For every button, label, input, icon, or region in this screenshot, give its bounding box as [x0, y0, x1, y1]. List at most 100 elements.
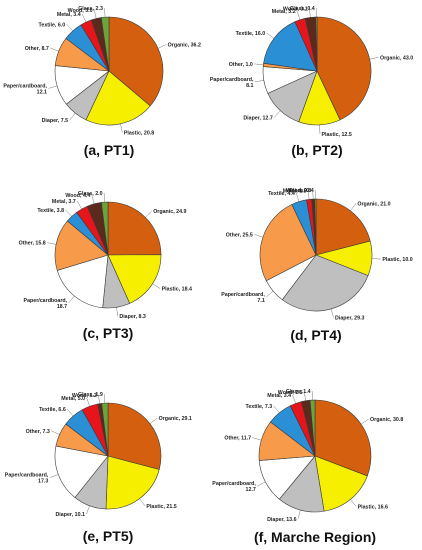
leader-line: [152, 283, 161, 289]
data-label-textile: Textile, 4.4: [268, 191, 295, 197]
pie-chart-5: Organic, 29.1 Plastic, 21.5 Diaper, 10.1 Pa…: [5, 392, 192, 544]
chart-caption: (a, PT1): [84, 142, 135, 158]
data-label-paper-cardboard: Paper/cardboard, 17.3: [5, 473, 49, 485]
data-label-metal: Metal, 3.4: [57, 12, 81, 18]
slice-paper-cardboard: [54, 445, 109, 498]
data-label-other: Other, 25.5: [226, 232, 253, 238]
chart-caption: (d, PT4): [290, 327, 341, 343]
leader-line: [65, 209, 72, 217]
data-label-wood: Wood, 3.0: [68, 8, 93, 14]
slice-plastic: [105, 455, 160, 510]
leader-line: [68, 295, 75, 304]
data-label-paper-cardboard: Paper/cardboard, 18.7: [24, 298, 68, 310]
leader-line: [274, 110, 281, 118]
data-label-other: Other, 8.7: [25, 46, 49, 52]
slice-glass: [309, 399, 316, 457]
leader-line: [86, 505, 90, 515]
data-label-other: Other, 11.7: [224, 436, 251, 442]
slice-other: [54, 220, 109, 271]
data-label-glass: Glass, 2.0: [78, 191, 103, 197]
data-label-glass: Glass, 0.4: [290, 6, 315, 12]
leader-line: [103, 193, 105, 203]
leader-line: [292, 394, 296, 404]
data-label-metal: Metal, 3.4: [267, 393, 291, 399]
data-label-organic: Organic, 29.1: [159, 416, 192, 422]
data-label-glass: Glass, 2.3: [78, 6, 103, 12]
data-label-organic: Organic, 43.0: [380, 55, 413, 61]
slice-textile: [263, 21, 318, 72]
leader-line: [266, 290, 274, 298]
leader-line: [116, 307, 119, 317]
data-label-diaper: Diaper, 13.6: [267, 517, 296, 523]
leader-line: [157, 44, 167, 49]
data-label-plastic: Plastic, 12.5: [321, 132, 351, 138]
leader-line: [254, 234, 263, 238]
data-label-wood: Wood, 4.4: [65, 193, 90, 199]
leader-line: [120, 123, 123, 133]
leader-line: [50, 47, 59, 52]
leader-line: [350, 203, 356, 211]
data-label-wood: Wood, 3.1: [283, 6, 308, 12]
slice-plastic: [85, 70, 151, 126]
data-label-wood: Wood, 1.2: [72, 393, 97, 399]
leader-line: [330, 308, 334, 318]
leader-line: [361, 418, 369, 425]
data-label-textile: Textile, 6.6: [39, 407, 66, 413]
leader-line: [93, 9, 97, 19]
data-label-organic: Organic, 36.2: [168, 43, 201, 49]
data-label-diaper: Diaper, 8.3: [119, 314, 146, 320]
leader-line: [149, 417, 158, 424]
leader-line: [145, 210, 152, 218]
chart-caption: (c, PT3): [83, 325, 134, 341]
data-label-paper-cardboard: Paper/cardboard, 8.1: [210, 77, 254, 89]
data-label-wood: Wood, 2.5: [278, 390, 303, 396]
leader-line: [266, 32, 275, 39]
leader-line: [48, 85, 58, 89]
data-label-plastic: Plastic, 10.0: [382, 257, 412, 263]
data-label-diaper: Diaper, 12.7: [243, 115, 272, 121]
data-label-metal: Metal, 3.2: [272, 9, 296, 15]
slice-paper-cardboard: [56, 254, 109, 309]
leader-line: [104, 394, 106, 404]
pie-chart-2: Organic, 43.0 Plastic, 12.5 Diaper, 12.7 Pa…: [210, 6, 413, 158]
data-label-diaper: Diaper, 10.1: [55, 512, 84, 518]
data-label-textile: Textile, 6.0: [39, 22, 66, 28]
leader-line: [252, 437, 262, 441]
leader-line: [369, 57, 379, 60]
chart-caption: (b, PT2): [291, 142, 342, 158]
data-label-glass: Glass, 1.4: [286, 389, 311, 395]
leader-line: [254, 80, 264, 83]
leader-line: [86, 397, 90, 407]
leader-line: [296, 11, 301, 20]
slice-diaper: [281, 254, 369, 312]
data-label-paper-cardboard: Paper/cardboard, 12.7: [212, 481, 256, 493]
data-label-other: Other, 7.3: [26, 429, 50, 435]
leader-line: [91, 195, 95, 204]
data-label-glass: Glass, 1.9: [78, 392, 103, 398]
data-label-textile: Textile, 16.0: [236, 31, 266, 37]
data-label-glass: Glass, 0.4: [289, 188, 314, 194]
leader-line: [273, 405, 280, 413]
data-label-organic: Organic, 21.0: [357, 202, 390, 208]
chart-caption: (f, Marche Region): [254, 529, 376, 545]
leader-line: [104, 8, 106, 18]
leader-line: [296, 192, 300, 202]
leader-line: [371, 258, 381, 260]
data-label-metal: Metal, 3.7: [52, 199, 76, 205]
slice-glass: [315, 16, 318, 72]
pie-chart-1: Organic, 36.2 Plastic, 20.8 Diaper, 7.5 Pap…: [3, 6, 201, 158]
slice-glass: [101, 402, 109, 457]
data-label-paper-cardboard: Paper/cardboard, 12.1: [3, 83, 47, 95]
data-label-organic: Organic, 24.9: [153, 209, 186, 215]
pie-chart-3: Organic, 24.9 Plastic, 18.4 Diaper, 8.3 Pap…: [19, 191, 192, 341]
data-label-paper-cardboard: Paper/cardboard, 7.1: [221, 292, 265, 304]
data-label-textile: Textile, 7.3: [246, 404, 273, 410]
leader-line: [297, 510, 301, 519]
leader-line: [69, 113, 76, 121]
data-label-plastic: Plastic, 20.8: [124, 131, 154, 137]
leader-line: [254, 63, 264, 66]
leader-line: [350, 499, 357, 507]
data-label-other: Other, 15.8: [19, 241, 46, 247]
leader-line: [77, 201, 82, 210]
